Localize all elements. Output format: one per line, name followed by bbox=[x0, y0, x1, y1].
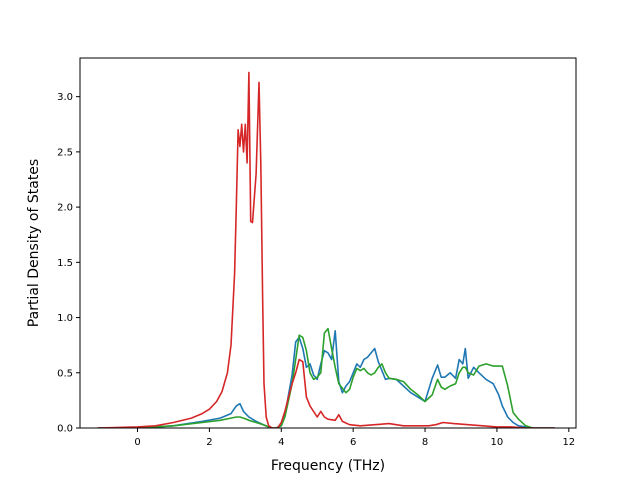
y-tick-label: 0.0 bbox=[57, 424, 73, 435]
y-tick-label: 0.5 bbox=[57, 368, 73, 379]
y-axis-ticks: 0.0 0.5 1.0 1.5 2.0 2.5 3.0 bbox=[57, 92, 80, 435]
y-tick-label: 2.0 bbox=[57, 203, 73, 214]
y-axis-label: Partial Density of States bbox=[26, 159, 42, 327]
x-tick-label: 8 bbox=[422, 437, 428, 448]
plot-frame bbox=[79, 57, 577, 429]
x-axis-ticks: 0 2 4 6 8 10 12 bbox=[134, 428, 575, 448]
y-tick-label: 2.5 bbox=[57, 147, 73, 158]
x-tick-label: 12 bbox=[562, 437, 575, 448]
x-tick-label: 2 bbox=[206, 437, 212, 448]
x-tick-label: 0 bbox=[134, 437, 140, 448]
x-axis-label: Frequency (THz) bbox=[271, 458, 385, 474]
y-tick-label: 3.0 bbox=[57, 92, 73, 103]
series-layer bbox=[97, 71, 556, 428]
plot-area bbox=[79, 57, 577, 429]
series-line-3 bbox=[97, 71, 556, 428]
x-tick-label: 4 bbox=[278, 437, 284, 448]
y-tick-label: 1.0 bbox=[57, 313, 73, 324]
y-tick-label: 1.5 bbox=[57, 258, 73, 269]
x-tick-label: 10 bbox=[491, 437, 504, 448]
series-line-2 bbox=[97, 327, 556, 428]
x-tick-label: 6 bbox=[350, 437, 356, 448]
